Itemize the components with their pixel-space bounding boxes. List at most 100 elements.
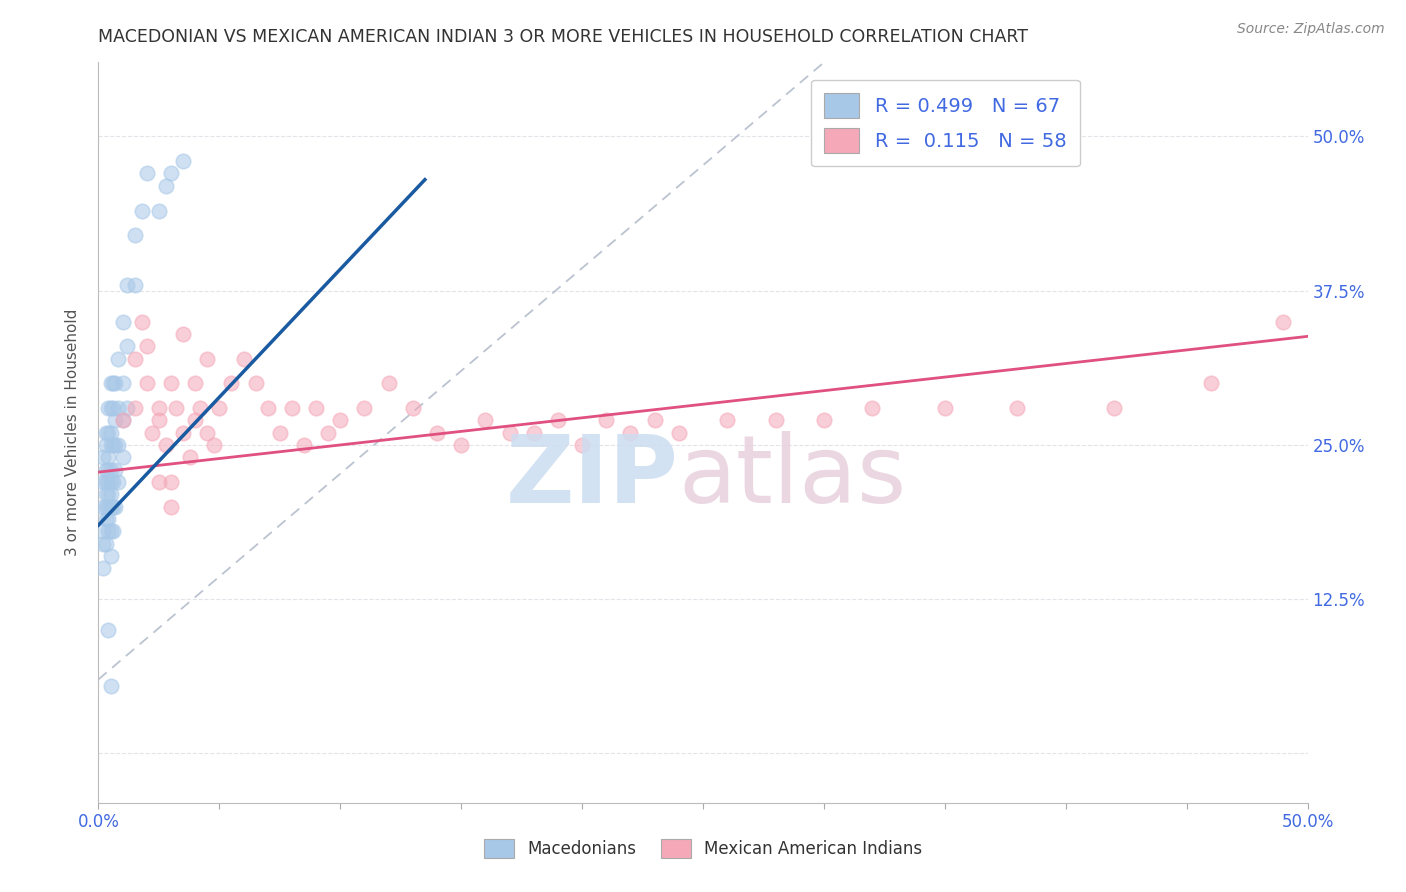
Point bbox=[97, 462, 120, 476]
Point bbox=[100, 679, 122, 693]
Point bbox=[141, 425, 163, 440]
Point bbox=[450, 438, 472, 452]
Point bbox=[91, 561, 114, 575]
Point bbox=[100, 475, 122, 489]
Point bbox=[523, 425, 546, 440]
Point bbox=[97, 487, 120, 501]
Point bbox=[104, 500, 127, 514]
Point bbox=[94, 500, 117, 514]
Point bbox=[101, 500, 124, 514]
Point bbox=[571, 438, 593, 452]
Point bbox=[668, 425, 690, 440]
Point bbox=[97, 425, 120, 440]
Point bbox=[131, 315, 153, 329]
Point bbox=[94, 438, 117, 452]
Point bbox=[160, 376, 183, 391]
Point bbox=[498, 425, 520, 440]
Point bbox=[172, 425, 194, 440]
Point bbox=[117, 339, 139, 353]
Point bbox=[124, 228, 146, 243]
Point bbox=[124, 277, 146, 292]
Point bbox=[94, 487, 117, 501]
Point bbox=[91, 475, 114, 489]
Point bbox=[135, 166, 157, 180]
Point bbox=[547, 413, 569, 427]
Point bbox=[91, 450, 114, 465]
Point bbox=[104, 413, 127, 427]
Point bbox=[124, 401, 146, 415]
Point bbox=[111, 315, 134, 329]
Point bbox=[94, 475, 117, 489]
Text: Source: ZipAtlas.com: Source: ZipAtlas.com bbox=[1237, 22, 1385, 37]
Point bbox=[107, 351, 129, 366]
Point bbox=[94, 425, 117, 440]
Point bbox=[1199, 376, 1222, 391]
Point bbox=[305, 401, 328, 415]
Point bbox=[195, 351, 218, 366]
Point bbox=[1007, 401, 1029, 415]
Point bbox=[245, 376, 267, 391]
Point bbox=[104, 438, 127, 452]
Point bbox=[402, 401, 425, 415]
Point bbox=[765, 413, 787, 427]
Point bbox=[97, 475, 120, 489]
Point bbox=[91, 536, 114, 550]
Point bbox=[100, 487, 122, 501]
Text: atlas: atlas bbox=[679, 431, 907, 523]
Point bbox=[97, 450, 120, 465]
Point bbox=[91, 500, 114, 514]
Point bbox=[860, 401, 883, 415]
Point bbox=[644, 413, 666, 427]
Point bbox=[135, 339, 157, 353]
Point bbox=[117, 401, 139, 415]
Point bbox=[160, 475, 183, 489]
Point bbox=[148, 401, 170, 415]
Point bbox=[353, 401, 375, 415]
Point bbox=[148, 413, 170, 427]
Point bbox=[97, 524, 120, 539]
Point bbox=[100, 524, 122, 539]
Point bbox=[97, 500, 120, 514]
Point bbox=[101, 524, 124, 539]
Point bbox=[204, 438, 226, 452]
Point bbox=[221, 376, 243, 391]
Point bbox=[94, 512, 117, 526]
Point bbox=[135, 376, 157, 391]
Point bbox=[101, 376, 124, 391]
Point bbox=[107, 475, 129, 489]
Point bbox=[111, 413, 134, 427]
Point bbox=[172, 154, 194, 169]
Point bbox=[329, 413, 352, 427]
Point bbox=[111, 450, 134, 465]
Point bbox=[100, 425, 122, 440]
Point bbox=[97, 623, 120, 637]
Point bbox=[232, 351, 254, 366]
Point bbox=[160, 166, 183, 180]
Text: MACEDONIAN VS MEXICAN AMERICAN INDIAN 3 OR MORE VEHICLES IN HOUSEHOLD CORRELATIO: MACEDONIAN VS MEXICAN AMERICAN INDIAN 3 … bbox=[98, 28, 1028, 45]
Point bbox=[104, 376, 127, 391]
Point bbox=[155, 438, 177, 452]
Point bbox=[155, 178, 177, 193]
Y-axis label: 3 or more Vehicles in Household: 3 or more Vehicles in Household bbox=[65, 309, 80, 557]
Point bbox=[813, 413, 835, 427]
Point bbox=[148, 475, 170, 489]
Point bbox=[100, 500, 122, 514]
Point bbox=[111, 376, 134, 391]
Point bbox=[124, 351, 146, 366]
Point bbox=[100, 376, 122, 391]
Point bbox=[316, 425, 339, 440]
Point bbox=[619, 425, 641, 440]
Point bbox=[100, 462, 122, 476]
Point bbox=[281, 401, 304, 415]
Point bbox=[172, 326, 194, 341]
Point bbox=[377, 376, 399, 391]
Point bbox=[256, 401, 278, 415]
Point bbox=[188, 401, 211, 415]
Point bbox=[595, 413, 617, 427]
Point bbox=[117, 277, 139, 292]
Point bbox=[165, 401, 187, 415]
Point bbox=[195, 425, 218, 440]
Point bbox=[1102, 401, 1125, 415]
Point bbox=[101, 401, 124, 415]
Point bbox=[107, 438, 129, 452]
